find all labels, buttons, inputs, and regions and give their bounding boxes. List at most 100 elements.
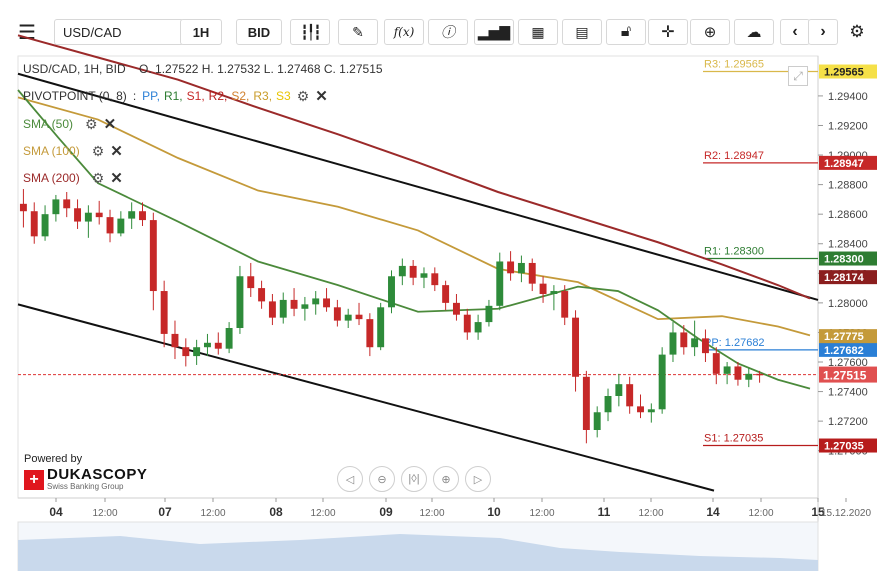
swiss-cross-icon: + [24,469,44,490]
lower-channel-line [17,303,715,492]
candlesticks [19,189,764,444]
x-tick-label: 12:00 [419,508,444,519]
brand-tagline: Swiss Banking Group [47,482,124,491]
candle-body [30,211,38,237]
calendar-button[interactable]: ▦ [518,19,558,45]
expand-button[interactable]: ⤢ [788,66,808,86]
candle-body [723,366,731,374]
sma200-settings-gear-icon[interactable]: ⚙ [91,169,105,186]
nav-zoom-in-button[interactable]: ⊕ [433,466,459,492]
pivot-R1-tag-label: 1.28300 [824,254,864,266]
pivot-R1-label: R1: 1.28300 [704,246,764,258]
crosshair-button[interactable]: ✛ [648,19,688,45]
candle-body [366,319,374,348]
candles-icon: ┇╿┇ [300,23,321,40]
chart-type-button[interactable]: ┇╿┇ [290,19,330,45]
pivot-remove-close-icon[interactable]: ✕ [315,88,328,105]
candle-body [615,384,623,396]
sma50-line [17,89,811,390]
nav-right-button[interactable]: ▷ [465,466,491,492]
scroll-left-button[interactable]: ‹ [780,19,810,45]
upload-button[interactable]: ☁ [734,19,774,45]
sma200-remove-close-icon[interactable]: ✕ [110,170,123,187]
bar-chart-button[interactable]: ▂▅▇ [474,19,514,45]
pivot-R1-tag [819,251,877,266]
pivot-R3-tag-label: 1.29565 [824,67,864,79]
sma100-remove-close-icon[interactable]: ✕ [110,143,123,160]
navigator-area [18,534,818,571]
info-button[interactable]: ⓘ [428,19,468,45]
candle-body [139,211,146,221]
nav-zoom-out-button[interactable]: ⊖ [369,466,395,492]
dukascopy-brand: Powered by + DUKASCOPY Swiss Banking Gro… [24,453,147,491]
pencil-icon: ✎ [352,23,364,40]
x-tick-label: 11 [598,505,611,519]
candle-body [19,203,27,212]
nav-left-button[interactable]: ◁ [337,466,363,492]
y-tick-label: 1.27400 [828,387,868,399]
x-tick-label: 09 [379,505,393,519]
y-tick-label: 1.29400 [828,91,868,103]
pivot-item: PP, [142,89,160,103]
expand-icon: ⤢ [793,68,803,83]
price-type-selector[interactable]: BID [236,19,282,45]
pivot-R2-tag-label: 1.28947 [824,158,864,170]
candle-body [701,338,709,354]
calculator-button[interactable]: ▤ [562,19,602,45]
candle-body [409,265,417,278]
candle-body [323,298,331,308]
candle-body [420,273,428,278]
gear-icon: ⚙ [849,22,865,41]
sma100-line [17,96,811,337]
sma50-remove-close-icon[interactable]: ✕ [103,116,117,133]
zoom-button[interactable]: ⊕ [690,19,730,45]
candle-body [669,332,677,355]
x-tick-label: 12:00 [200,508,225,519]
candle-body [398,265,406,277]
candle-body [756,373,764,376]
hamburger-icon: ☰ [18,21,36,44]
plot-frame [17,55,819,499]
x-tick-label: 14 [706,505,720,519]
candle-body [128,211,136,219]
pivot-S1-tag [819,438,877,453]
ohlc-values: O. 1.27522 H. 1.27532 L. 1.27468 C. 1.27… [139,62,383,76]
SMA200-tag-label: 1.28174 [824,272,865,284]
y-tick-label: 1.28600 [828,209,868,221]
pivot-R2-label: R2: 1.28947 [704,150,764,162]
SMA100-tag [819,329,877,344]
sma200-line [17,34,811,300]
candle-body [593,412,601,430]
nav-reset-button[interactable]: |◊| [401,466,427,492]
timeframe-selector[interactable]: 1H [180,19,222,45]
candle-body [171,333,179,348]
draw-button[interactable]: ✎ [338,19,378,45]
scroll-right-button[interactable]: › [808,19,838,45]
sma50-settings-gear-icon[interactable]: ⚙ [85,115,98,132]
upper-channel-line [17,72,819,301]
lock-icon: 🔓︎ [620,23,632,40]
candle-body [290,299,298,309]
candle-body [149,220,157,292]
settings-button[interactable]: ⚙ [842,19,872,45]
chevron-right-icon: › [820,23,826,40]
pivot-legend: PIVOTPOINT (0, 8) : PP, R1, S1, R2, S2, R3, S3… [23,87,328,106]
symbol-label: USD/CAD [63,24,122,40]
pivot-settings-gear-icon[interactable]: ⚙ [296,87,310,104]
ohlc-header: USD/CAD, 1H, BID O. 1.27522 H. 1.27532 L… [23,62,383,76]
lock-button[interactable]: 🔓︎ [606,19,646,45]
candle-body [203,342,211,348]
candle-body [680,332,688,348]
sma50-legend: SMA (50) ⚙ ✕ [23,115,117,134]
sma100-settings-gear-icon[interactable]: ⚙ [91,142,105,159]
SMA200-tag [819,270,877,285]
chevron-left-icon: ‹ [792,23,798,40]
candle-body [539,283,547,294]
pivot-PP-tag [819,342,877,357]
y-tick-label: 1.27600 [828,357,868,369]
indicators-button[interactable]: f(x) [384,19,424,45]
candle-body [312,298,320,305]
candle-body [647,409,655,413]
